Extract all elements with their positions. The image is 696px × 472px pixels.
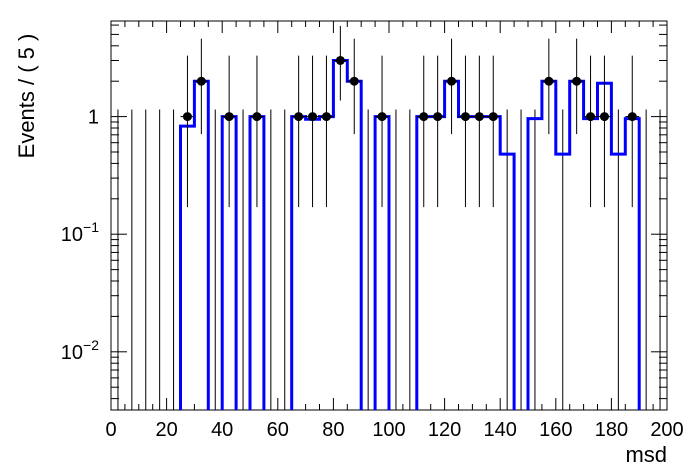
data-point-marker <box>572 76 582 86</box>
data-point <box>583 55 598 208</box>
data-point-marker <box>419 112 429 122</box>
data-point <box>569 38 584 135</box>
data-point <box>305 55 320 208</box>
data-point <box>541 38 556 135</box>
x-tick-label: 160 <box>539 419 572 441</box>
data-point <box>222 55 237 208</box>
data-point <box>458 55 473 208</box>
data-point-marker <box>433 112 443 122</box>
data-point <box>472 55 487 208</box>
data-point-marker <box>544 76 554 86</box>
data-point-marker <box>252 112 262 122</box>
x-axis-title: msd <box>625 442 667 467</box>
x-tick-label: 100 <box>372 419 405 441</box>
data-point-marker <box>599 112 609 122</box>
data-point <box>444 38 459 135</box>
data-point <box>333 25 348 101</box>
x-tick-label: 80 <box>322 419 344 441</box>
data-point-marker <box>474 112 484 122</box>
x-tick-label: 180 <box>595 419 628 441</box>
x-tick-label: 60 <box>267 419 289 441</box>
data-point <box>291 55 306 208</box>
data-point-marker <box>377 112 387 122</box>
x-tick-label: 200 <box>650 419 683 441</box>
data-point <box>375 55 389 208</box>
data-point-marker <box>308 112 318 122</box>
data-point-marker <box>196 76 206 86</box>
data-point <box>319 55 334 208</box>
data-points <box>180 25 640 208</box>
data-point <box>250 55 264 208</box>
y-axis-title: Events / ( 5 ) <box>14 34 39 159</box>
x-tick-label: 0 <box>105 419 116 441</box>
x-tick-label: 20 <box>155 419 177 441</box>
data-point-marker <box>321 112 331 122</box>
x-tick-label: 140 <box>484 419 517 441</box>
data-point-marker <box>460 112 470 122</box>
data-point-marker <box>627 112 637 122</box>
data-point-marker <box>447 76 457 86</box>
data-point <box>597 55 612 208</box>
data-point <box>347 38 362 135</box>
data-point <box>416 55 431 208</box>
data-point <box>486 55 501 208</box>
data-point-marker <box>488 112 498 122</box>
data-point-marker <box>349 76 359 86</box>
y-tick-label: 10−1 <box>61 219 99 246</box>
x-tick-label: 120 <box>428 419 461 441</box>
x-axis-ticks: 0 20 40 60 80 100 120 140 160 180 200 <box>105 21 684 441</box>
data-point-marker <box>335 55 345 65</box>
y-tick-label: 10−2 <box>61 337 99 364</box>
data-point <box>194 38 209 135</box>
data-point-marker <box>586 112 596 122</box>
y-tick-label: 1 <box>88 107 99 129</box>
data-point-marker <box>224 112 234 122</box>
data-point <box>430 55 445 208</box>
model-step-line <box>179 58 641 410</box>
model-curve <box>179 58 641 410</box>
data-point-marker <box>294 112 304 122</box>
empty-bin-error-bars <box>117 109 661 410</box>
x-tick-label: 40 <box>211 419 233 441</box>
data-point-marker <box>182 112 192 122</box>
data-point <box>625 55 640 208</box>
data-point <box>180 55 195 208</box>
